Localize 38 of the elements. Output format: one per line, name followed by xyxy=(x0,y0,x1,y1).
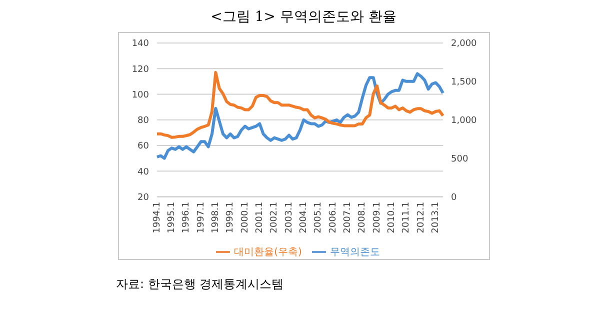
x-tick-label: 1998.1 xyxy=(211,202,222,234)
y-tick-label: 20 xyxy=(138,192,150,203)
x-tick-label: 1999.1 xyxy=(226,202,236,234)
line-series xyxy=(156,72,444,160)
x-tick-label: 1994.1 xyxy=(152,202,162,234)
x-tick-label: 1997.1 xyxy=(196,202,206,234)
x-tick-label: 2010.1 xyxy=(387,202,398,234)
y2-tick-label: 1,500 xyxy=(451,78,478,88)
x-tick-label: 2011.1 xyxy=(402,202,412,234)
legend-label: 무역의존도 xyxy=(330,246,380,258)
y-tick-label: 40 xyxy=(138,167,150,178)
x-tick-label: 2009.1 xyxy=(372,202,382,234)
chart-title: <그림 1> 무역의존도와 환율 xyxy=(210,8,398,27)
x-tick-label: 2012.1 xyxy=(416,202,426,234)
y2-tick-label: 500 xyxy=(451,154,468,164)
line-series xyxy=(156,70,444,139)
text: 자료: 한국은행 경제통계시스템 xyxy=(116,276,285,293)
x-tick-label: 2000.1 xyxy=(240,202,250,234)
x-tick-label: 2013.1 xyxy=(431,202,442,234)
y-tick-label: 140 xyxy=(132,39,150,50)
x-tick-label: 2006.1 xyxy=(328,202,338,234)
y-tick-label: 100 xyxy=(132,90,150,100)
y-tick-label: 80 xyxy=(138,116,150,126)
y2-tick-label: 0 xyxy=(451,192,457,203)
x-tick-label: 1995.1 xyxy=(167,202,178,234)
y-tick-label: 120 xyxy=(132,64,150,75)
legend-label: 대미환율(우축) xyxy=(234,246,302,258)
x-tick-label: 2004.1 xyxy=(299,202,310,234)
y2-tick-label: 2,000 xyxy=(451,39,478,50)
x-tick-label: 2001.1 xyxy=(255,202,266,234)
x-tick-label: 2003.1 xyxy=(284,202,294,234)
x-tick-label: 2002.1 xyxy=(270,202,280,234)
x-tick-label: 1996.1 xyxy=(182,202,192,234)
y-tick-label: 60 xyxy=(138,142,150,152)
x-tick-label: 2007.1 xyxy=(343,202,354,234)
x-tick-label: 2008.1 xyxy=(358,202,368,234)
y2-tick-label: 1,000 xyxy=(451,116,478,126)
x-tick-label: 2005.1 xyxy=(314,202,324,234)
